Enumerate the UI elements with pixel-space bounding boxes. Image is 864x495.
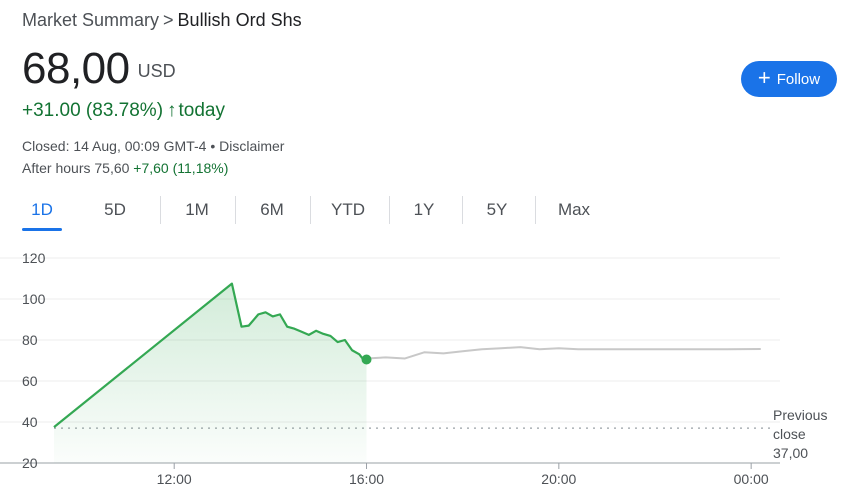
after-hours-line	[366, 346, 761, 360]
tab-ytd[interactable]: YTD	[331, 200, 365, 219]
regular-session-line	[53, 282, 367, 428]
current-price: 68,00	[22, 44, 130, 93]
arrow-up-icon: ↑	[167, 100, 177, 121]
after-hours-line: After hours 75,60 +7,60 (11,18%)	[22, 160, 228, 176]
closed-disclaimer-line[interactable]: Closed: 14 Aug, 00:09 GMT-4 • Disclaimer	[22, 138, 285, 154]
y-axis: 20 40 60 80 100 120	[22, 250, 46, 471]
tab-6m[interactable]: 6M	[260, 200, 284, 219]
x-tick-label: 00:00	[734, 471, 769, 487]
after-hours-label: After hours 75,60	[22, 160, 130, 176]
change-period: today	[178, 100, 225, 121]
follow-label: Follow	[776, 70, 821, 88]
breadcrumb: Market Summary > Bullish Ord Shs	[22, 10, 302, 31]
tab-divider	[462, 196, 463, 224]
previous-close-label: 37,00	[773, 445, 808, 461]
y-tick-label: 20	[22, 455, 38, 471]
follow-button[interactable]: + Follow	[741, 61, 837, 97]
change-value: +31.00 (83.78%)	[22, 100, 164, 121]
tab-max[interactable]: Max	[557, 200, 591, 219]
price-row: 68,00 USD	[22, 44, 176, 94]
chart-series	[53, 282, 761, 463]
breadcrumb-separator: >	[163, 10, 174, 30]
y-tick-label: 100	[22, 291, 46, 307]
previous-close-label: Previous	[773, 407, 827, 423]
x-tick-label: 16:00	[349, 471, 384, 487]
tab-1d[interactable]: 1D	[22, 196, 62, 231]
x-axis: 12:00 16:00 20:00 00:00	[157, 463, 769, 487]
after-hours-change: +7,60 (11,18%)	[133, 160, 229, 176]
currency-label: USD	[137, 61, 176, 81]
y-tick-label: 60	[22, 373, 38, 389]
x-tick-label: 12:00	[157, 471, 192, 487]
previous-close-label: close	[773, 426, 806, 442]
regular-session-area	[54, 283, 367, 463]
tab-divider	[160, 196, 161, 224]
breadcrumb-market-summary-link[interactable]: Market Summary	[22, 10, 160, 30]
price-change: +31.00 (83.78%) ↑ today	[22, 100, 225, 122]
tab-divider	[389, 196, 390, 224]
y-tick-label: 80	[22, 332, 38, 348]
y-tick-label: 40	[22, 414, 38, 430]
tab-divider	[310, 196, 311, 224]
tab-divider	[535, 196, 536, 224]
close-point	[361, 354, 372, 365]
tab-1m[interactable]: 1M	[185, 200, 209, 219]
tab-1y[interactable]: 1Y	[413, 200, 435, 219]
tab-5d[interactable]: 5D	[104, 200, 126, 219]
price-chart[interactable]: 20 40 60 80 100 120 12:00 16:00 20:00 00:00 Prev…	[0, 240, 864, 495]
y-tick-label: 120	[22, 250, 46, 266]
breadcrumb-current: Bullish Ord Shs	[177, 10, 302, 30]
range-tabs: 1D 5D 1M 6M YTD 1Y 5Y Max	[22, 196, 592, 231]
x-tick-label: 20:00	[541, 471, 576, 487]
plus-icon: +	[757, 65, 771, 90]
tab-divider	[235, 196, 236, 224]
tab-5y[interactable]: 5Y	[486, 200, 508, 219]
